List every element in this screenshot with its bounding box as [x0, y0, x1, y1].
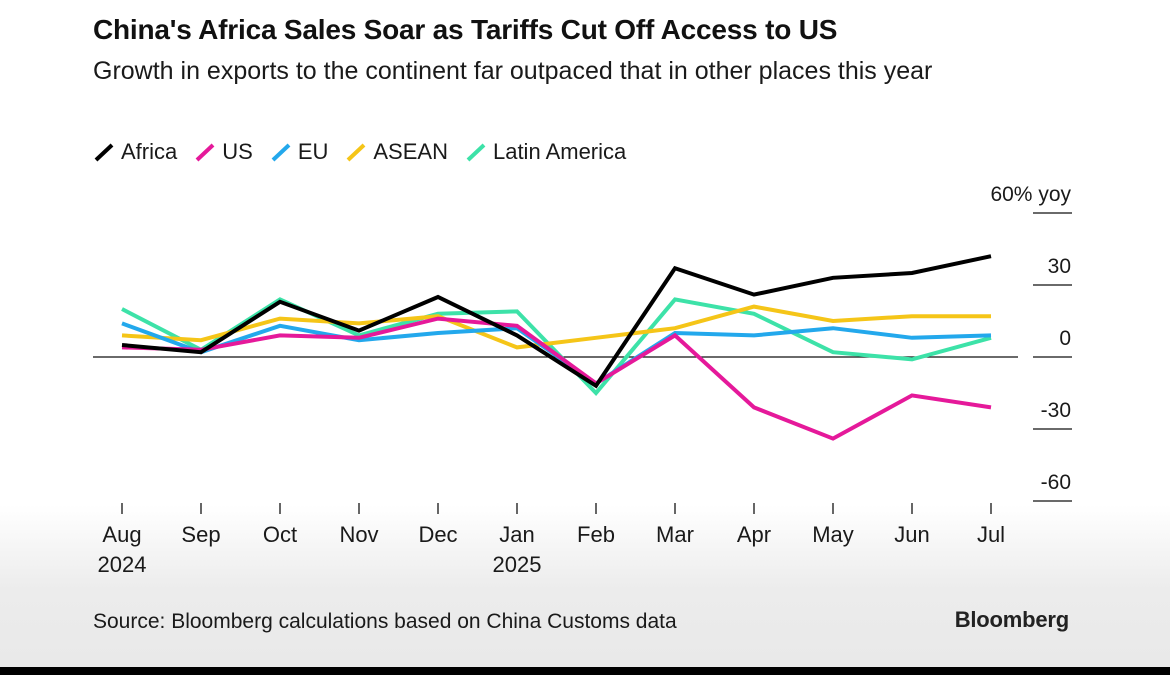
legend-swatch — [94, 143, 114, 162]
legend-label: Latin America — [492, 139, 627, 164]
legend-item-us: US — [194, 139, 253, 165]
brand-logo: Bloomberg — [954, 607, 1070, 632]
y-tick-label: 0 — [1059, 327, 1071, 350]
y-tick-label: 30 — [1048, 255, 1071, 278]
y-tick-label: -60 — [1041, 471, 1071, 494]
x-tick-label: Mar — [656, 522, 694, 547]
legend-item-latin-america: Latin America — [465, 139, 626, 165]
legend-label: ASEAN — [373, 139, 448, 164]
x-tick-label: Jul — [977, 522, 1005, 547]
y-tick-label: 60% yoy — [990, 183, 1071, 206]
legend-swatch — [271, 143, 291, 162]
line-chart: 60% yoy 30 0 -30 -60 Aug 2024 Sep Oct Nov Dec Jan 20… — [93, 183, 1072, 577]
x-tick-year-label: 2025 — [493, 552, 542, 577]
x-tick-year-label: 2024 — [98, 552, 147, 577]
x-tick-label: Apr — [737, 522, 771, 547]
legend: Africa US EU ASEAN Latin America — [93, 139, 643, 165]
x-tick-label: Feb — [577, 522, 615, 547]
x-tick-label: Sep — [181, 522, 220, 547]
chart-subtitle: Growth in exports to the continent far o… — [93, 57, 933, 85]
legend-swatch — [195, 143, 215, 162]
legend-item-asean: ASEAN — [345, 139, 448, 165]
bottom-bar — [0, 667, 1170, 675]
x-tick-label: Aug — [102, 522, 141, 547]
legend-swatch — [347, 143, 366, 162]
legend-swatch — [466, 143, 486, 162]
source-note: Source: Bloomberg calculations based on … — [93, 610, 677, 633]
y-tick-label: -30 — [1041, 399, 1071, 422]
x-tick-label: Jun — [894, 522, 929, 547]
series-line-asean — [121, 304, 991, 350]
x-tick-label: Oct — [263, 522, 297, 547]
x-tick-label: May — [812, 522, 854, 547]
x-tick-label: Nov — [339, 522, 378, 547]
series-line-africa — [121, 254, 992, 389]
series-line-us — [121, 316, 992, 441]
chart-title: China's Africa Sales Soar as Tariffs Cut… — [93, 14, 838, 45]
x-tick-label: Jan — [499, 522, 534, 547]
legend-label: EU — [297, 139, 329, 164]
legend-item-africa: Africa — [93, 139, 177, 165]
series-line-latin-america — [121, 297, 992, 396]
legend-label: US — [222, 139, 253, 164]
legend-item-eu: EU — [270, 139, 329, 165]
x-tick-label: Dec — [418, 522, 457, 547]
legend-label: Africa — [121, 139, 178, 164]
